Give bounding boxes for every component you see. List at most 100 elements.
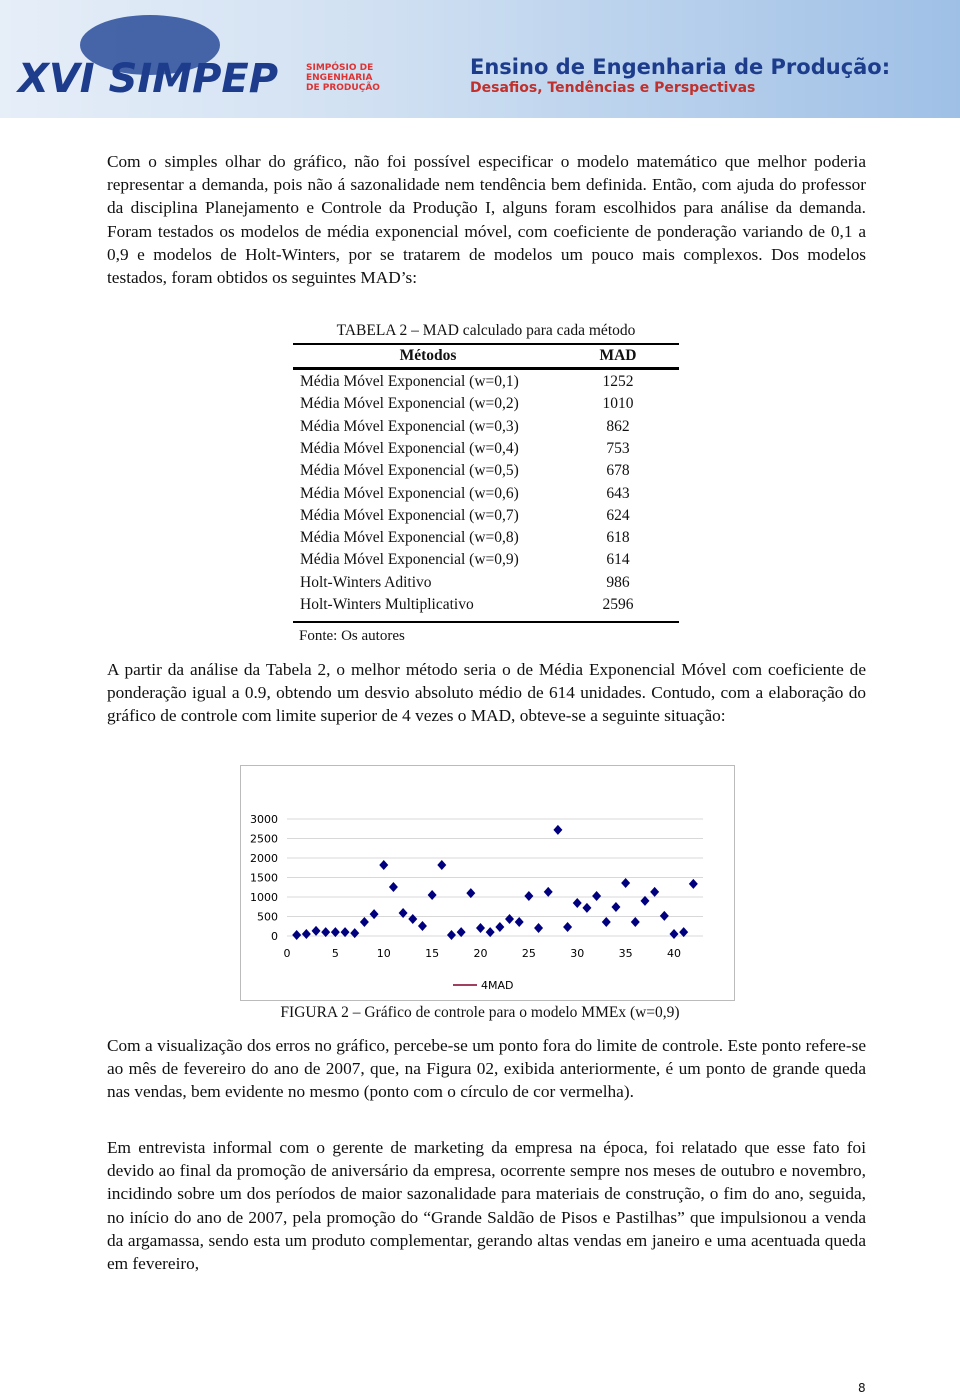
point <box>369 909 379 920</box>
x-tick-label: 40 <box>667 947 681 960</box>
point <box>601 916 611 927</box>
y-tick-label: 3000 <box>250 813 278 826</box>
table-cell: Média Móvel Exponencial (w=0,8) <box>300 529 519 547</box>
point <box>379 860 389 871</box>
y-tick-label: 0 <box>271 930 278 943</box>
table-rule <box>293 343 679 345</box>
table-cell: Média Móvel Exponencial (w=0,4) <box>300 439 519 457</box>
point <box>524 891 534 902</box>
logo-shape <box>80 15 220 75</box>
point <box>321 927 331 938</box>
table-cell: Holt-Winters Aditivo <box>300 573 432 591</box>
table-cell: 986 <box>606 573 630 591</box>
theme: Ensino de Engenharia de Produção: <box>470 55 890 79</box>
point <box>611 901 621 912</box>
point <box>659 910 669 921</box>
table-cell: 614 <box>606 551 630 569</box>
table-cell: Média Móvel Exponencial (w=0,2) <box>300 395 519 413</box>
paragraph: Com a visualização dos erros no gráfico,… <box>107 1036 866 1102</box>
y-tick-label: 2000 <box>250 852 278 865</box>
table-cell: Média Móvel Exponencial (w=0,3) <box>300 417 519 435</box>
figure-caption: FIGURA 2 – Gráfico de controle para o mo… <box>280 1004 680 1021</box>
table-rule <box>293 367 679 370</box>
table-cell: 643 <box>606 484 630 502</box>
table-caption: TABELA 2 – MAD calculado para cada métod… <box>336 322 636 339</box>
point <box>543 886 553 897</box>
table-cell: 618 <box>606 529 630 547</box>
point <box>563 922 573 933</box>
event-sub: SIMPÓSIO DE <box>306 61 373 73</box>
table-cell: Média Móvel Exponencial (w=0,5) <box>300 462 519 480</box>
x-tick-label: 10 <box>377 947 391 960</box>
point <box>359 916 369 927</box>
y-tick-label: 1500 <box>250 872 278 885</box>
point <box>688 878 698 889</box>
x-tick-label: 20 <box>474 947 488 960</box>
point <box>446 930 456 941</box>
point <box>437 860 447 871</box>
point <box>669 929 679 940</box>
table-rule <box>293 621 679 624</box>
table-cell: 2596 <box>602 596 634 613</box>
point <box>553 824 563 835</box>
event-sub: ENGENHARIA <box>306 73 373 83</box>
point <box>476 923 485 934</box>
table-source: Fonte: Os autores <box>299 628 405 644</box>
point <box>408 914 418 925</box>
y-tick-label: 500 <box>257 911 278 924</box>
legend-label: 4MAD <box>481 979 513 992</box>
point <box>514 916 524 927</box>
table-cell: Média Móvel Exponencial (w=0,7) <box>300 506 519 524</box>
x-tick-label: 35 <box>619 947 633 960</box>
x-tick-label: 15 <box>425 947 439 960</box>
point <box>301 929 311 940</box>
point <box>350 928 360 939</box>
paragraph: A partir da análise da Tabela 2, o melho… <box>107 660 866 726</box>
table-header: Métodos <box>399 347 457 364</box>
table-cell: 678 <box>606 462 630 480</box>
header-banner: XVI SIMPEP SIMPÓSIO DE ENGENHARIA DE PRO… <box>0 0 960 118</box>
x-tick-label: 25 <box>522 947 536 960</box>
point <box>311 925 321 936</box>
point <box>427 890 437 901</box>
y-tick-label: 1000 <box>250 891 278 904</box>
point <box>388 882 398 893</box>
table-cell: 753 <box>606 439 630 457</box>
point <box>572 898 582 909</box>
point <box>621 877 631 888</box>
point <box>650 886 660 897</box>
table-cell: Média Móvel Exponencial (w=0,6) <box>300 484 519 502</box>
point <box>485 927 495 938</box>
event-sub: DE PRODUÇÃO <box>306 82 380 93</box>
table-cell: 1252 <box>602 373 634 390</box>
theme-sub: Desafios, Tendências e Perspectivas <box>470 80 755 96</box>
point <box>466 888 476 899</box>
table-cell: Média Móvel Exponencial (w=0,9) <box>300 551 519 569</box>
table-cell: 624 <box>606 506 630 524</box>
header-art: XVI SIMPEP SIMPÓSIO DE ENGENHARIA DE PRO… <box>15 15 890 102</box>
point <box>340 927 350 938</box>
point <box>534 923 544 934</box>
point <box>630 916 640 927</box>
point <box>330 927 340 938</box>
table-cell: Média Móvel Exponencial (w=0,1) <box>300 373 519 390</box>
x-tick-label: 0 <box>284 947 291 960</box>
chart-frame <box>240 765 735 1001</box>
point <box>505 914 515 925</box>
point <box>417 921 427 932</box>
chart: 0 500 1000 1500 2000 2500 3000 0 5 10 15 20 25 30 35 40… <box>240 765 735 1001</box>
paragraph: Em entrevista informal com o gerente de … <box>107 1138 866 1274</box>
table-cell: 862 <box>606 417 630 435</box>
point <box>592 891 602 902</box>
point <box>640 895 650 906</box>
point <box>398 907 408 918</box>
table-header: MAD <box>599 347 637 364</box>
point <box>292 930 302 941</box>
x-tick-label: 30 <box>570 947 584 960</box>
x-tick-label: 5 <box>332 947 339 960</box>
page-number: 8 <box>858 1381 866 1395</box>
point <box>582 902 592 913</box>
paragraph: Com o simples olhar do gráfico, não foi … <box>107 152 866 288</box>
table-cell: Holt-Winters Multiplicativo <box>300 596 474 613</box>
